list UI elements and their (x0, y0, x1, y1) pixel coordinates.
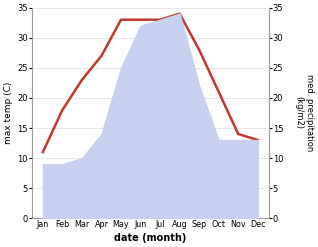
X-axis label: date (month): date (month) (114, 233, 187, 243)
Y-axis label: max temp (C): max temp (C) (4, 82, 13, 144)
Y-axis label: med. precipitation
(kg/m2): med. precipitation (kg/m2) (294, 74, 314, 152)
